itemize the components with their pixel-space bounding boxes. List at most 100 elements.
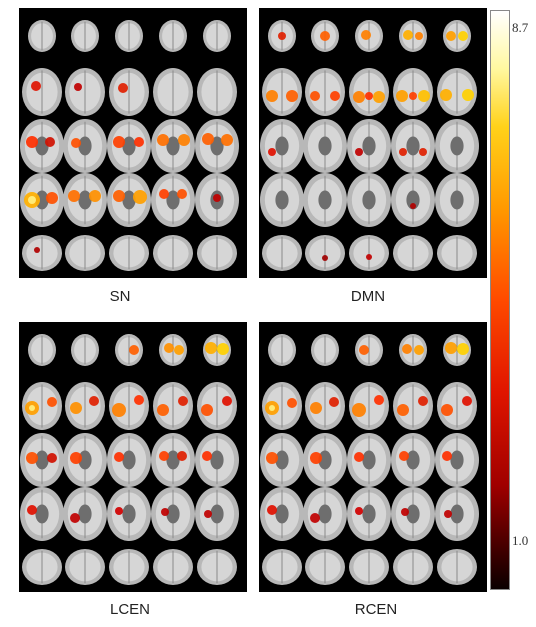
dmn-activation-spot: [286, 90, 298, 102]
lcen-activation-spot: [174, 345, 184, 355]
rcen-slice-r1-c2: [311, 334, 339, 366]
label-dmn: DMN: [350, 288, 386, 305]
rcen-activation-spot: [444, 510, 452, 518]
rcen-slice-r4-c2: [303, 487, 347, 541]
rcen-activation-spot: [462, 396, 472, 406]
dmn-activation-spot: [266, 90, 278, 102]
rcen-activation-spot: [352, 403, 366, 417]
label-rcen: RCEN: [354, 601, 398, 618]
rcen-slice-r5-c3: [349, 549, 389, 585]
lcen-slice-r3-c3: [107, 433, 151, 487]
rcen-slice-r3-c2: [303, 433, 347, 487]
lcen-slice-r4-c1: [20, 487, 64, 541]
dmn-activation-spot: [399, 148, 407, 156]
dmn-activation-spot: [322, 255, 328, 261]
sn-activation-spot: [74, 83, 82, 91]
sn-activation-spot: [28, 196, 36, 204]
label-lcen: LCEN: [109, 601, 150, 618]
sn-slice-r3-c4: [151, 119, 195, 173]
lcen-activation-spot: [204, 510, 212, 518]
dmn-activation-spot: [418, 90, 430, 102]
dmn-slice-r5-c3: [349, 235, 389, 271]
dmn-slice-r1-c4: [399, 20, 427, 52]
dmn-slice-r2-c2: [305, 68, 345, 116]
rcen-slice-r4-c3: [347, 487, 391, 541]
sn-slice-r1-c3: [115, 20, 143, 52]
lcen-slice-r2-c5: [197, 382, 237, 430]
rcen-activation-spot: [399, 451, 409, 461]
rcen-activation-spot: [329, 397, 339, 407]
lcen-activation-spot: [70, 513, 80, 523]
dmn-activation-spot: [310, 91, 320, 101]
rcen-activation-spot: [441, 404, 453, 416]
rcen-slice-r2-c2: [305, 382, 345, 430]
lcen-activation-spot: [217, 343, 229, 355]
lcen-activation-spot: [202, 451, 212, 461]
sn-activation-spot: [89, 190, 101, 202]
rcen-activation-spot: [287, 398, 297, 408]
sn-slice-r2-c2: [65, 68, 105, 116]
lcen-slice-r5-c1: [22, 549, 62, 585]
sn-slice-r2-c1: [22, 68, 62, 116]
lcen-slice-r3-c5: [195, 433, 239, 487]
lcen-slice-r5-c5: [197, 549, 237, 585]
lcen-slice-r3-c2: [63, 433, 107, 487]
lcen-activation-spot: [201, 404, 213, 416]
sn-activation-spot: [157, 134, 169, 146]
sn-slice-r4-c3: [107, 173, 151, 227]
lcen-activation-spot: [161, 508, 169, 516]
dmn-slice-r5-c5: [437, 235, 477, 271]
rcen-slice-r4-c1: [260, 487, 304, 541]
dmn-brain-slices: [260, 20, 479, 271]
lcen-activation-spot: [47, 453, 57, 463]
sn-slice-r2-c4: [153, 68, 193, 116]
lcen-activation-spot: [129, 345, 139, 355]
dmn-slice-r4-c5: [435, 173, 479, 227]
sn-activation-spot: [113, 136, 125, 148]
dmn-activation-spot: [446, 31, 456, 41]
lcen-activation-spot: [47, 397, 57, 407]
rcen-slice-r4-c4: [391, 487, 435, 541]
label-sn: SN: [109, 288, 131, 305]
dmn-activation-spot: [419, 148, 427, 156]
sn-slice-r5-c5: [197, 235, 237, 271]
lcen-activation-spot: [26, 452, 38, 464]
lcen-slice-r1-c1: [28, 334, 56, 366]
dmn-activation-spot: [410, 203, 416, 209]
lcen-activation-spot: [178, 396, 188, 406]
dmn-slice-r3-c5: [435, 119, 479, 173]
lcen-slice-r2-c1: [22, 382, 62, 430]
sn-slice-r4-c1: [20, 173, 64, 227]
lcen-activation-spot: [114, 452, 124, 462]
rcen-activation-spot: [359, 345, 369, 355]
dmn-activation-spot: [355, 148, 363, 156]
colorbar-max-label: 8.7: [512, 20, 529, 35]
dmn-activation-spot: [278, 32, 286, 40]
lcen-activation-spot: [134, 395, 144, 405]
dmn-activation-spot: [353, 91, 365, 103]
sn-activation-spot: [178, 134, 190, 146]
sn-slice-r3-c5: [195, 119, 239, 173]
rcen-slice-r4-c5: [435, 487, 479, 541]
lcen-slice-r5-c2: [65, 549, 105, 585]
lcen-activation-spot: [205, 342, 217, 354]
sn-slice-r4-c2: [63, 173, 107, 227]
dmn-activation-spot: [365, 92, 373, 100]
lcen-activation-spot: [70, 402, 82, 414]
lcen-brain-slices: [20, 334, 239, 585]
panel-sn: [19, 8, 247, 278]
dmn-slice-r4-c3: [347, 173, 391, 227]
lcen-slice-r3-c4: [151, 433, 195, 487]
panel-dmn: [259, 8, 487, 278]
rcen-activation-spot: [414, 345, 424, 355]
rcen-activation-spot: [266, 452, 278, 464]
sn-activation-spot: [113, 190, 125, 202]
rcen-activation-spot: [267, 505, 277, 515]
lcen-slice-r5-c3: [109, 549, 149, 585]
dmn-slice-r4-c1: [260, 173, 304, 227]
dmn-activation-spot: [366, 254, 372, 260]
sn-activation-spot: [46, 192, 58, 204]
rcen-activation-spot: [310, 513, 320, 523]
colorbar-min-label: 1.0: [512, 533, 529, 548]
rcen-slice-r2-c4: [393, 382, 433, 430]
